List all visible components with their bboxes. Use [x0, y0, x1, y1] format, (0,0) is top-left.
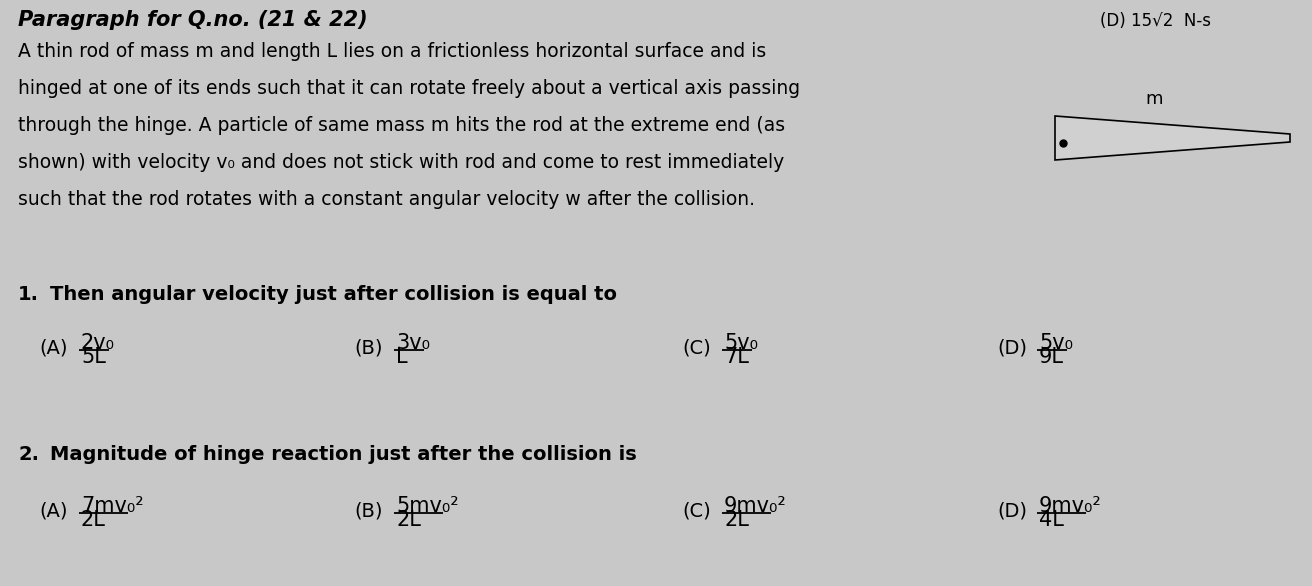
Text: Magnitude of hinge reaction just after the collision is: Magnitude of hinge reaction just after t…	[50, 445, 636, 464]
Text: (B): (B)	[354, 502, 383, 520]
Text: 2.: 2.	[18, 445, 39, 464]
Text: hinged at one of its ends such that it can rotate freely about a vertical axis p: hinged at one of its ends such that it c…	[18, 79, 800, 98]
Text: m: m	[1145, 90, 1162, 108]
Polygon shape	[1055, 116, 1290, 160]
Text: 7L: 7L	[724, 347, 749, 367]
Text: 5v₀: 5v₀	[1039, 333, 1073, 353]
Text: (D): (D)	[997, 502, 1027, 520]
Text: (C): (C)	[682, 339, 711, 357]
Text: 5mv₀²: 5mv₀²	[396, 496, 459, 516]
Text: 5v₀: 5v₀	[724, 333, 758, 353]
Text: 2v₀: 2v₀	[81, 333, 115, 353]
Text: 2L: 2L	[81, 510, 106, 530]
Text: 1.: 1.	[18, 285, 39, 304]
Text: 5L: 5L	[81, 347, 106, 367]
Text: L: L	[396, 347, 408, 367]
Text: 9mv₀²: 9mv₀²	[1039, 496, 1102, 516]
Text: 9L: 9L	[1039, 347, 1064, 367]
Text: 2L: 2L	[396, 510, 421, 530]
Text: (D): (D)	[997, 339, 1027, 357]
Text: (C): (C)	[682, 502, 711, 520]
Text: 4L: 4L	[1039, 510, 1064, 530]
Text: 7mv₀²: 7mv₀²	[81, 496, 144, 516]
Text: such that the rod rotates with a constant angular velocity w after the collision: such that the rod rotates with a constan…	[18, 190, 754, 209]
Text: (D) 15√2  N-s: (D) 15√2 N-s	[1099, 12, 1211, 30]
Text: (B): (B)	[354, 339, 383, 357]
Text: 3v₀: 3v₀	[396, 333, 430, 353]
Text: Then angular velocity just after collision is equal to: Then angular velocity just after collisi…	[50, 285, 617, 304]
Text: 9mv₀²: 9mv₀²	[724, 496, 787, 516]
Text: Paragraph for Q.no. (21 & 22): Paragraph for Q.no. (21 & 22)	[18, 10, 367, 30]
Text: (A): (A)	[39, 502, 67, 520]
Text: shown) with velocity v₀ and does not stick with rod and come to rest immediately: shown) with velocity v₀ and does not sti…	[18, 153, 785, 172]
Text: through the hinge. A particle of same mass m hits the rod at the extreme end (as: through the hinge. A particle of same ma…	[18, 116, 785, 135]
Text: 2L: 2L	[724, 510, 749, 530]
Text: (A): (A)	[39, 339, 67, 357]
Text: A thin rod of mass m and length L lies on a frictionless horizontal surface and : A thin rod of mass m and length L lies o…	[18, 42, 766, 61]
